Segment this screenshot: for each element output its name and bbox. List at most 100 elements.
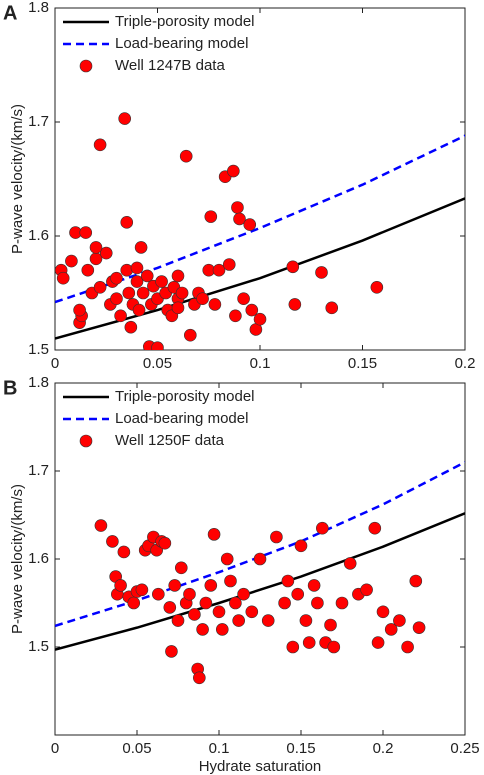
y-tick-label: 1.5 [28, 341, 49, 358]
data-point [130, 261, 144, 275]
panel-label: A [3, 2, 17, 24]
data-point [89, 241, 103, 254]
y-axis-label: P-wave velocity/(km/s) [9, 484, 26, 634]
data-point [196, 623, 209, 636]
data-point [110, 271, 123, 285]
data-point [311, 596, 324, 610]
data-point [132, 303, 146, 317]
data-point [227, 164, 240, 178]
data-point [412, 621, 426, 634]
data-point [130, 275, 144, 288]
data-point [127, 596, 141, 610]
data-point [393, 614, 406, 627]
data-point [281, 574, 295, 588]
x-tick-label: 0.25 [450, 740, 479, 757]
data-point [368, 521, 382, 535]
y-tick-label: 1.6 [28, 550, 49, 567]
data-point [174, 561, 188, 575]
data-point [229, 309, 242, 323]
data-point [120, 216, 134, 229]
y-tick-label: 1.6 [28, 227, 49, 244]
data-point [163, 601, 177, 614]
data-point [124, 320, 138, 334]
legend-swatch [79, 59, 93, 73]
data-point [401, 640, 414, 654]
data-point [233, 212, 246, 226]
data-point [199, 596, 213, 610]
data-point [79, 226, 93, 239]
data-point [278, 596, 291, 610]
data-point [222, 258, 236, 271]
data-point [307, 579, 321, 592]
data-point [212, 605, 226, 619]
series-layer [55, 112, 465, 350]
legend-label: Well 1250F data [115, 432, 225, 449]
data-point [73, 303, 86, 317]
data-point [184, 328, 197, 342]
data-point [56, 271, 70, 285]
data-point [316, 521, 329, 535]
y-axis-label: P-wave velocity/(km/s) [9, 104, 26, 254]
legend-label: Load-bearing model [115, 35, 248, 52]
data-point [371, 636, 385, 649]
data-point [360, 583, 373, 597]
data-point [384, 623, 398, 636]
data-point [193, 671, 206, 685]
x-tick-label: 0 [51, 740, 59, 757]
plot-area: 0 0.05 0.1 0.15 0.2 1.5 1.6 1.7 1.8 P-wave veloci… [3, 0, 475, 372]
x-tick-label: 0.05 [143, 355, 172, 372]
data-point [291, 587, 305, 601]
data-point [155, 275, 168, 288]
data-point [245, 303, 259, 317]
data-point [106, 535, 119, 548]
x-tick-label: 0.15 [348, 355, 377, 372]
data-point [165, 645, 178, 658]
data-point [183, 587, 196, 601]
data-point [151, 341, 164, 350]
legend-label: Load-bearing model [115, 410, 248, 427]
data-point [237, 587, 250, 601]
data-point [212, 263, 226, 277]
data-point [288, 298, 302, 311]
data-point [208, 298, 222, 311]
data-point [134, 241, 148, 254]
data-point [179, 149, 193, 163]
data-point [335, 596, 349, 610]
data-point [409, 574, 423, 588]
data-point [232, 614, 245, 627]
y-tick-label: 1.7 [28, 462, 49, 479]
data-point [168, 579, 182, 592]
data-point [243, 218, 257, 231]
data-point [188, 608, 201, 621]
data-point [99, 246, 113, 260]
data-point [207, 528, 221, 541]
data-point [286, 640, 300, 654]
y-tick-label: 1.5 [28, 638, 49, 655]
data-point [120, 263, 134, 277]
data-point [237, 292, 250, 306]
data-point [204, 579, 218, 592]
data-point [171, 269, 185, 283]
data-point [196, 292, 209, 306]
x-tick-label: 0.1 [209, 740, 230, 757]
panel-label: B [3, 377, 17, 399]
data-point [299, 614, 313, 627]
x-tick-label: 0.15 [286, 740, 315, 757]
data-point [376, 605, 390, 619]
data-point [325, 301, 339, 315]
y-tick-label: 1.8 [28, 374, 49, 391]
legend-label: Triple-porosity model [115, 388, 255, 405]
data-point [118, 112, 131, 125]
series-layer [55, 461, 465, 685]
data-point [261, 614, 275, 627]
data-point [294, 539, 308, 553]
data-point [204, 210, 218, 223]
x-tick-label: 0.2 [455, 355, 476, 372]
data-point [152, 587, 165, 601]
data-point [215, 623, 229, 636]
data-point [324, 618, 337, 632]
y-tick-label: 1.8 [28, 0, 49, 16]
data-point [114, 309, 127, 323]
data-point [93, 138, 107, 152]
